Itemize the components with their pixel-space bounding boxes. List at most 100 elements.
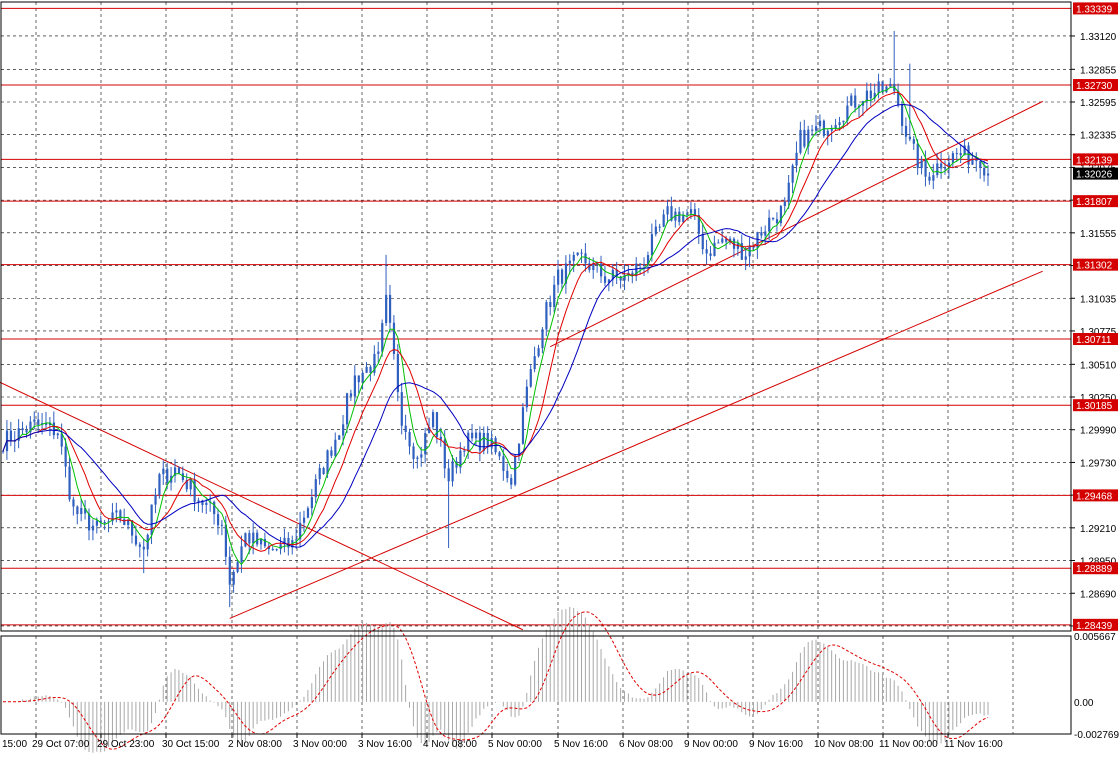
candle-body-11 <box>44 423 48 426</box>
candle-body-116 <box>455 461 458 468</box>
candle-body-239 <box>936 163 939 176</box>
candle-body-232 <box>908 136 912 140</box>
candle-body-87 <box>342 424 345 436</box>
y-tick-label-16: 1.28950 <box>1080 557 1117 568</box>
y-tick-label-8: 1.31035 <box>1080 294 1117 305</box>
candle-body-209 <box>818 120 822 127</box>
candle-body-137 <box>537 348 540 357</box>
candle-body-72 <box>283 537 286 545</box>
candle-body-83 <box>326 450 329 475</box>
osc-tick-label-1: 0.00 <box>1074 698 1094 709</box>
candle-body-217 <box>850 95 853 106</box>
candle-body-41 <box>162 468 165 475</box>
candle-body-234 <box>916 143 919 169</box>
trendline-1[interactable] <box>229 270 1043 619</box>
level-label-8: 1.28889 <box>1076 564 1113 575</box>
candle-body-189 <box>740 243 743 260</box>
candle-body-241 <box>944 168 947 170</box>
frame <box>0 1 1072 735</box>
candle-body-147 <box>576 252 579 256</box>
level-label-9: 1.28439 <box>1076 621 1113 632</box>
osc-pane-frame <box>0 635 1072 735</box>
candle-body-4 <box>17 428 20 441</box>
osc-signal-line <box>3 611 989 750</box>
candle-body-110 <box>431 412 435 428</box>
y-tick-label-9: 1.30775 <box>1080 327 1117 338</box>
candle-body-127 <box>498 452 501 457</box>
candle-body-58 <box>228 556 231 585</box>
candle-body-207 <box>811 129 814 131</box>
x-tick-label-3: 2 Nov 08:00 <box>228 739 282 750</box>
candle-body-31 <box>123 519 126 526</box>
candle-body-153 <box>600 263 603 277</box>
candle-body-104 <box>408 431 411 447</box>
level-label-bg-0 <box>1073 2 1118 15</box>
candle-body-61 <box>240 546 243 563</box>
x-tick-label-10: 9 Nov 00:00 <box>684 739 738 750</box>
candle-body-19 <box>76 506 79 515</box>
candle-body-76 <box>299 522 302 540</box>
level-label-bg-9 <box>1073 618 1118 631</box>
candle-body-138 <box>541 329 544 349</box>
candle-body-93 <box>365 366 368 373</box>
candle-body-190 <box>744 256 747 260</box>
x-tick-label-7: 5 Nov 00:00 <box>488 739 542 750</box>
candle-body-134 <box>525 386 528 408</box>
candle-body-113 <box>443 439 446 469</box>
y-tick-label-10: 1.30510 <box>1080 360 1117 371</box>
candle-body-89 <box>349 393 353 397</box>
candle-body-252 <box>987 173 990 176</box>
candle-body-245 <box>959 153 962 156</box>
x-tick-label-8: 5 Nov 16:00 <box>554 739 608 750</box>
candle-body-106 <box>416 457 419 459</box>
candle-body-225 <box>881 81 884 93</box>
y-tick-label-11: 1.30250 <box>1080 393 1117 404</box>
candle-body-144 <box>564 263 568 284</box>
candle-body-146 <box>572 255 575 261</box>
candle-body-108 <box>424 433 427 455</box>
candle-body-186 <box>729 238 732 242</box>
candle-body-38 <box>150 504 153 535</box>
osc-tick-label-2: -0.002769 <box>1074 730 1119 741</box>
y-tick-label-0: 1.33120 <box>1080 32 1117 43</box>
candle-body-56 <box>220 524 224 526</box>
level-label-1: 1.32730 <box>1076 81 1113 92</box>
candle-body-227 <box>889 83 892 87</box>
y-tick-label-3: 1.32335 <box>1080 131 1117 142</box>
candle-body-118 <box>463 450 466 452</box>
candle-body-142 <box>557 269 560 285</box>
candle-body-45 <box>177 467 181 474</box>
candle-body-18 <box>72 499 75 507</box>
y-tick-label-17: 1.28690 <box>1080 589 1117 600</box>
candle-body-91 <box>357 375 360 383</box>
candle-body-75 <box>295 539 298 541</box>
price-axis[interactable]: 1.331201.328551.325951.323351.320751.318… <box>1071 2 1119 741</box>
candle-body-179 <box>701 233 704 250</box>
candle-body-105 <box>412 446 415 459</box>
ma-mid-line <box>2 91 989 552</box>
y-tick-label-6: 1.31555 <box>1080 229 1117 240</box>
candle-body-150 <box>588 263 591 270</box>
level-label-bg-6 <box>1073 399 1118 412</box>
candle-body-185 <box>725 238 728 242</box>
candle-body-238 <box>932 175 935 181</box>
candle-body-169 <box>662 214 665 227</box>
candle-body-251 <box>983 167 986 176</box>
candle-body-54 <box>213 501 216 515</box>
time-axis[interactable]: 15:00 29 Oct 07:00 29 Oct 23:00 30 Oct 15:0… <box>2 734 1003 750</box>
trendline-0[interactable] <box>0 381 524 631</box>
horizontal-levels <box>1 7 1071 626</box>
candle-body-29 <box>115 510 118 513</box>
candle-body-164 <box>643 264 646 266</box>
candle-body-46 <box>181 473 185 480</box>
candle-body-208 <box>815 126 818 131</box>
candle-body-15 <box>60 433 63 447</box>
candle-body-36 <box>142 546 145 550</box>
level-label-3: 1.31807 <box>1076 197 1113 208</box>
x-tick-label-11: 9 Nov 16:00 <box>749 739 803 750</box>
candle-body-63 <box>248 533 251 544</box>
candle-body-107 <box>420 454 423 458</box>
candle-body-248 <box>971 158 974 165</box>
candle-body-5 <box>21 428 24 431</box>
